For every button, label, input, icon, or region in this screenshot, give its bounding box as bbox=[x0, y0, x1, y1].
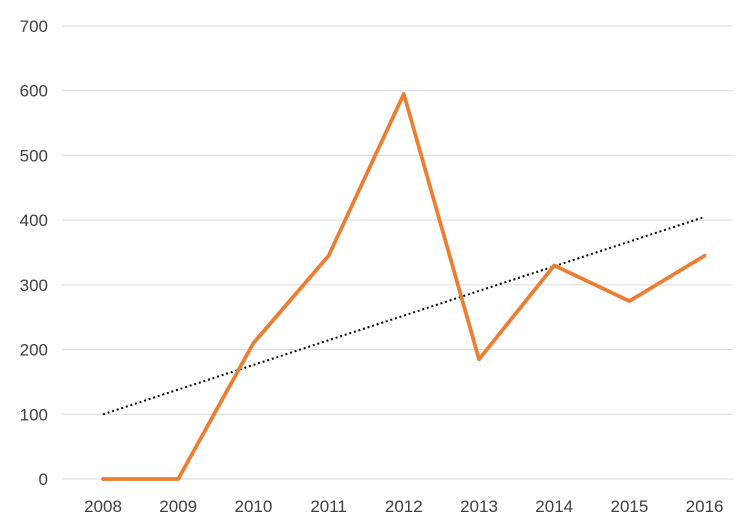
gridlines-group bbox=[62, 25, 733, 480]
x-axis-tick-labels: 2008 2009 2010 2011 2012 2013 2014 2015 2016 bbox=[84, 497, 723, 516]
y-tick-label: 400 bbox=[20, 211, 48, 230]
x-tick-label: 2015 bbox=[610, 497, 648, 516]
y-tick-label: 600 bbox=[20, 82, 48, 101]
x-tick-label: 2009 bbox=[159, 497, 197, 516]
y-tick-label: 700 bbox=[20, 17, 48, 36]
y-axis-tick-labels: 0 100 200 300 400 500 600 700 bbox=[20, 17, 48, 489]
x-tick-label: 2012 bbox=[385, 497, 423, 516]
x-tick-label: 2008 bbox=[84, 497, 122, 516]
x-tick-label: 2016 bbox=[686, 497, 724, 516]
y-tick-label: 500 bbox=[20, 146, 48, 165]
x-tick-label: 2014 bbox=[535, 497, 573, 516]
y-tick-label: 200 bbox=[20, 341, 48, 360]
trendline bbox=[102, 215, 705, 416]
x-tick-label: 2010 bbox=[234, 497, 272, 516]
y-tick-label: 300 bbox=[20, 276, 48, 295]
y-tick-label: 100 bbox=[20, 405, 48, 424]
x-tick-label: 2011 bbox=[310, 497, 347, 516]
y-tick-label: 0 bbox=[39, 470, 48, 489]
x-tick-label: 2013 bbox=[460, 497, 498, 516]
data-series-line bbox=[101, 92, 707, 481]
